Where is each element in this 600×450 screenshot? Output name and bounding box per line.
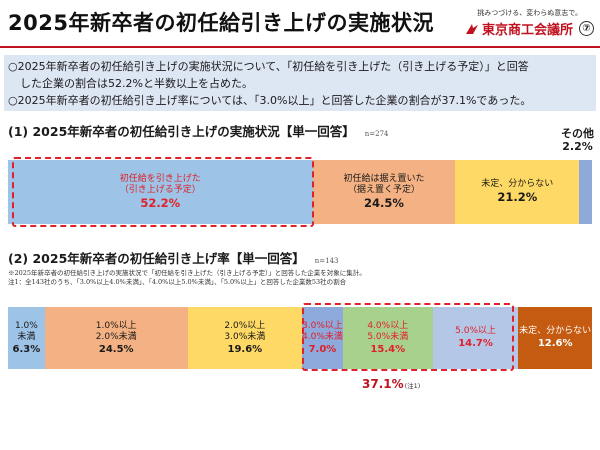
section2-title: (2) 2025年新卒者の初任給引き上げ率【単一回答】 <box>8 251 305 266</box>
chart2-segment-2: 2.0%以上 3.0%未満 19.6% <box>187 307 303 369</box>
chart2-segment-3: 3.0%以上 4.0%未満 7.0% <box>302 307 343 369</box>
chart2-segment-1-sublabel: 2.0%未満 <box>95 331 137 342</box>
chart1-segment-0-sublabel: （引き上げる予定） <box>119 184 201 195</box>
chart2-segment-5-label: 5.0%以上 <box>455 326 496 336</box>
chart2-segment-0-value: 6.3% <box>12 343 41 355</box>
chart1-highlight-box <box>12 157 314 227</box>
chart1-segment-1-sublabel: （据え置く予定） <box>347 184 420 195</box>
summary-box: ○2025年新卒者の初任給引き上げの実施状況について、「初任給を引き上げた（引き… <box>4 55 596 111</box>
chart2-segment-4-value: 15.4% <box>370 343 406 355</box>
chart1-segment-0-label: 初任給を引き上げた <box>119 173 201 184</box>
section1-title: (1) 2025年新卒者の初任給引き上げの実施状況【単一回答】 <box>8 124 355 139</box>
page-number: ⑦ <box>579 21 594 36</box>
chart2-segment-3-sublabel: 4.0%未満 <box>302 331 343 342</box>
chart2-highlight-box <box>302 303 514 371</box>
logo-mark-icon <box>465 23 478 34</box>
chart2-highlight-total: 37.1%(注1) <box>362 377 420 391</box>
chart1-other-callout: その他 2.2% <box>561 127 594 153</box>
chart2-segment-4-label: 4.0%以上 <box>367 320 409 331</box>
section1-n: n=274 <box>364 130 389 138</box>
chart1-segment-0: 初任給を引き上げた （引き上げる予定） 52.2% <box>8 160 313 224</box>
chart2-segment-6-value: 12.6% <box>537 338 573 349</box>
chart2-segment-6: 未定、分からない 12.6% <box>518 307 592 369</box>
chart2-segment-3-value: 7.0% <box>308 343 337 355</box>
chart2-segment-3-label: 3.0%以上 <box>302 320 343 331</box>
chart2-segment-1-label: 1.0%以上 <box>95 320 137 331</box>
logo-text: 東京商工会議所 <box>481 23 573 38</box>
section2-note-1: ※2025年新卒者の初任給引き上げの実施状況で「初任給を引き上げた（引き上げる予… <box>8 269 366 277</box>
chart2-segment-5: 5.0%以上 14.7% <box>432 307 519 369</box>
chart2-segment-1-value: 24.5% <box>98 343 134 355</box>
section2-notes: ※2025年新卒者の初任給引き上げの実施状況で「初任給を引き上げた（引き上げる予… <box>8 269 366 287</box>
chart1-segment-1: 初任給は据え置いた （据え置く予定） 24.5% <box>312 160 456 224</box>
chart1-segment-2: 未定、分からない 21.2% <box>455 160 580 224</box>
header-rule <box>0 46 600 48</box>
section1-heading: (1) 2025年新卒者の初任給引き上げの実施状況【単一回答】 n=274 <box>8 121 389 140</box>
chart1-other-label: その他 <box>561 127 594 140</box>
page-title: 2025年新卒者の初任給引き上げの実施状況 <box>8 11 434 35</box>
chart2-segment-4: 4.0%以上 5.0%未満 15.4% <box>342 307 433 369</box>
summary-line-2: した企業の割合は52.2%と半数以上を占めた。 <box>20 77 253 90</box>
section2-n: n=143 <box>314 257 339 265</box>
chart2-segment-0: 1.0% 未満 6.3% <box>8 307 45 369</box>
total-note: (注1) <box>404 382 421 390</box>
chart2-segment-1: 1.0%以上 2.0%未満 24.5% <box>44 307 188 369</box>
org-logo: 東京商工会議所 ⑦ <box>465 19 594 38</box>
chart1-other-value: 2.2% <box>562 140 593 153</box>
chart2-segment-4-sublabel: 5.0%未満 <box>367 331 409 342</box>
slogan: 挑みつづける、変わらぬ意志で。 <box>477 9 582 17</box>
chart2-segment-2-value: 19.6% <box>227 343 263 355</box>
chart2-segment-6-label: 未定、分からない <box>519 326 592 336</box>
chart1-segment-2-label: 未定、分からない <box>481 179 554 189</box>
chart2-segment-0-label: 1.0% <box>14 320 38 331</box>
section2-note-2: 注1：全143社のうち、「3.0%以上4.0%未満」、「4.0%以上5.0%未満… <box>8 278 347 286</box>
chart1-stacked-bar: 初任給を引き上げた （引き上げる予定） 52.2% 初任給は据え置いた （据え置く予定）… <box>8 160 592 224</box>
chart1-segment-1-label: 初任給は据え置いた <box>343 173 425 184</box>
summary-line-1: ○2025年新卒者の初任給引き上げの実施状況について、「初任給を引き上げた（引き… <box>8 60 529 73</box>
chart2-segment-2-label: 2.0%以上 <box>224 320 266 331</box>
chart2-segment-5-value: 14.7% <box>458 338 493 349</box>
chart2-segment-0-sublabel: 未満 <box>17 331 36 342</box>
chart2-stacked-bar: 1.0% 未満 6.3% 1.0%以上 2.0%未満 24.5% 2.0%以上 3.0%未満 1… <box>8 307 592 369</box>
chart1-segment-0-value: 52.2% <box>140 195 181 210</box>
chart1-segment-2-value: 21.2% <box>497 190 538 204</box>
chart1-segment-3 <box>579 160 592 224</box>
total-value: 37.1% <box>362 377 404 391</box>
chart2-segment-2-sublabel: 3.0%未満 <box>224 331 266 342</box>
section2-heading: (2) 2025年新卒者の初任給引き上げ率【単一回答】 n=143 <box>8 248 339 267</box>
summary-line-3: ○2025年新卒者の初任給引き上げ率については、「3.0%以上」と回答した企業の… <box>8 94 532 107</box>
chart1-segment-1-value: 24.5% <box>364 195 404 210</box>
